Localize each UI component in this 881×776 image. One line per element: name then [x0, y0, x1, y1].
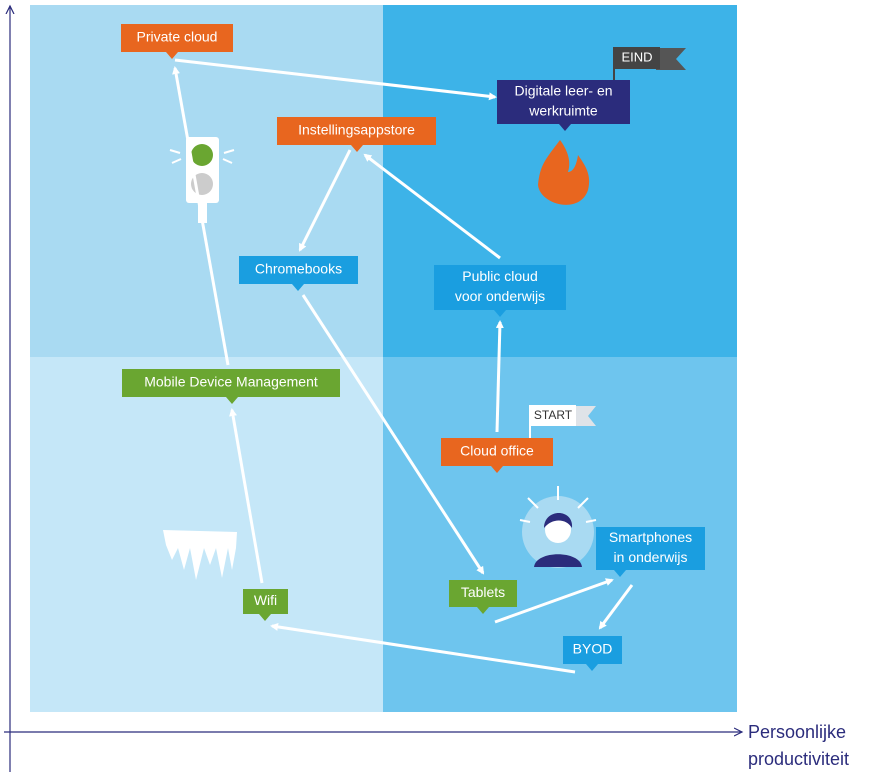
arrow	[363, 153, 501, 260]
node-label: Cloud office	[460, 443, 534, 459]
arrow	[598, 584, 634, 630]
node-box	[277, 117, 436, 152]
node: Cloud office	[441, 438, 553, 473]
node: Tablets	[449, 580, 517, 614]
node-label: Tablets	[461, 584, 505, 600]
axis-label: productiviteit	[748, 749, 849, 769]
flag-label: EIND	[621, 49, 652, 64]
node-box	[243, 589, 288, 621]
node: Smartphones in onderwijs	[596, 527, 705, 577]
arrow	[298, 149, 352, 252]
node-box	[122, 369, 340, 404]
fire-icon	[538, 140, 590, 205]
icicle-icon	[163, 530, 237, 580]
node-label: Smartphones	[609, 529, 692, 545]
node-label: Chromebooks	[255, 261, 342, 277]
flag-label: START	[534, 408, 573, 422]
node: Digitale leer- en werkruimte	[497, 80, 630, 131]
node: BYOD	[563, 636, 622, 671]
node-box	[441, 438, 553, 473]
axis-label: Persoonlijke	[748, 722, 846, 742]
node-label: Private cloud	[137, 29, 218, 45]
arrow	[174, 58, 497, 101]
node: Public cloud voor onderwijs	[434, 265, 566, 317]
node: Instellingsappstore	[277, 117, 436, 152]
arrow	[229, 408, 264, 584]
node-label: Public cloud	[462, 268, 538, 284]
node: Chromebooks	[239, 256, 358, 291]
node: Mobile Device Management	[122, 369, 340, 404]
end-flag: EIND	[613, 47, 686, 80]
arrow	[494, 578, 614, 624]
arrow	[301, 294, 485, 575]
node-label: werkruimte	[528, 103, 598, 119]
node: Wifi	[243, 589, 288, 621]
node: Private cloud	[121, 24, 233, 59]
person-icon	[519, 486, 597, 568]
node-box	[121, 24, 233, 59]
node-label: Mobile Device Management	[144, 374, 318, 390]
start-flag: START	[529, 405, 596, 438]
node-label: voor onderwijs	[455, 288, 545, 304]
node-label: in onderwijs	[614, 549, 688, 565]
node-box	[497, 80, 630, 131]
traffic-light-icon	[169, 137, 235, 223]
node-label: Instellingsappstore	[298, 122, 415, 138]
node-box	[434, 265, 566, 317]
node-box	[596, 527, 705, 577]
node-label: Digitale leer- en	[514, 83, 612, 99]
node-box	[563, 636, 622, 671]
node-box	[239, 256, 358, 291]
arrow	[270, 622, 576, 674]
arrow	[495, 320, 504, 433]
node-box	[449, 580, 517, 614]
arrow	[172, 66, 230, 366]
node-label: BYOD	[573, 641, 613, 657]
node-label: Wifi	[254, 592, 277, 608]
